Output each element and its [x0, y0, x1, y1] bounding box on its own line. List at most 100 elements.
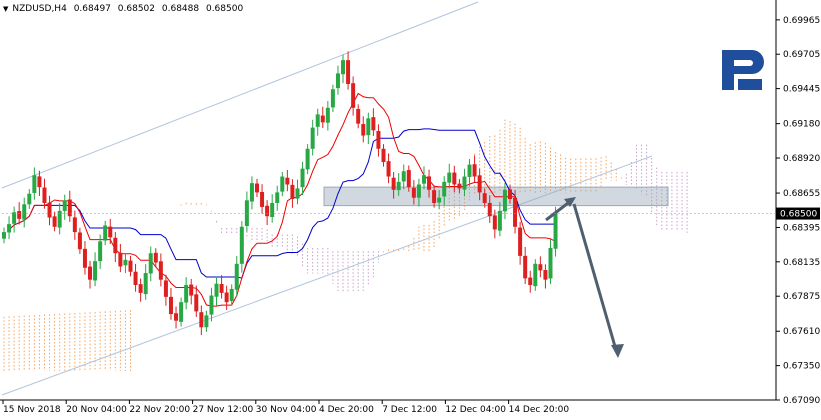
time-tick-label: 22 Nov 20:00	[129, 405, 190, 415]
candle-body	[234, 263, 239, 290]
candle-body	[396, 181, 401, 191]
price-tick-label: 0.69180	[783, 120, 820, 130]
price-tick-label: 0.69445	[783, 85, 820, 95]
candle-body	[482, 193, 487, 203]
candle-body	[37, 176, 42, 188]
time-tick-label: 15 Nov 2018	[3, 405, 61, 415]
price-axis-labels: 0.69965 0.69705 0.69445 0.69180 0.68920 0.686…	[783, 16, 820, 406]
candle-body	[528, 277, 533, 285]
candle-body	[98, 241, 103, 262]
candle-body	[411, 187, 416, 198]
candle-body	[366, 118, 371, 136]
candle-body	[163, 280, 168, 297]
candle-body	[47, 202, 52, 218]
candle-body	[300, 168, 305, 188]
candle-body	[290, 184, 295, 200]
candle-body	[265, 205, 270, 217]
candle-body	[12, 212, 17, 224]
candle-body	[543, 270, 548, 280]
time-axis-labels: 15 Nov 2018 20 Nov 04:00 22 Nov 20:00 27 No…	[3, 405, 569, 415]
candle-body	[244, 200, 249, 226]
candle-body	[341, 60, 346, 75]
candle-body	[437, 197, 442, 203]
candle-body	[108, 226, 113, 238]
candle-body	[401, 171, 406, 182]
arrow-head-up	[564, 197, 576, 207]
forecast-arrows	[545, 197, 624, 358]
candle-body	[315, 114, 320, 127]
candle-body	[2, 232, 6, 239]
candle-body	[148, 253, 153, 274]
candle-body	[330, 89, 335, 108]
candle-body	[209, 295, 214, 315]
candle-body	[113, 237, 118, 254]
candle-body	[467, 164, 472, 177]
candle-body	[462, 176, 467, 190]
candle-body	[214, 283, 219, 297]
candle-body	[168, 296, 173, 315]
candle-body	[447, 172, 452, 183]
candle-body	[310, 127, 315, 149]
close-value: 0.68500	[205, 4, 244, 14]
candle-body	[487, 202, 492, 217]
price-tick-label: 0.68135	[783, 258, 820, 268]
candle-body	[305, 148, 310, 170]
candle-body	[260, 192, 265, 207]
candle-body	[472, 164, 477, 177]
price-tick-label: 0.67350	[783, 362, 820, 372]
candle-body	[502, 189, 507, 212]
triangle-down-icon[interactable]: ▼	[3, 5, 9, 13]
candle-body	[406, 170, 411, 188]
candle-body	[386, 161, 391, 177]
candle-body	[179, 302, 184, 322]
channel-lower-line	[1, 155, 653, 396]
candle-body	[351, 83, 356, 108]
candle-body	[67, 199, 72, 217]
candle-body	[381, 148, 386, 162]
candle-body	[335, 73, 340, 89]
time-tick-label: 4 Dec 20:00	[319, 405, 374, 415]
candle-body	[189, 284, 194, 296]
candle-body	[57, 210, 62, 228]
candle-body	[158, 261, 163, 280]
price-channel	[1, 1, 653, 396]
candle-body	[184, 284, 189, 303]
candle-body	[356, 108, 361, 124]
channel-upper-line	[1, 1, 479, 189]
price-tick-label: 0.69965	[783, 16, 820, 26]
candle-body	[442, 181, 447, 197]
brand-logo	[722, 50, 764, 90]
candle-body	[492, 215, 497, 230]
candle-body	[52, 216, 57, 227]
candle-body	[27, 193, 32, 205]
candle-body	[123, 259, 128, 266]
candle-body	[548, 247, 553, 279]
candles	[2, 51, 558, 336]
candle-body	[421, 175, 426, 184]
candle-body	[153, 252, 158, 263]
candle-body	[118, 252, 123, 267]
candle-body	[77, 232, 82, 250]
candle-body	[391, 177, 396, 190]
candle-body	[320, 115, 325, 123]
axes: 0.68500	[0, 0, 820, 404]
time-tick-label: 14 Dec 20:00	[509, 405, 570, 415]
price-tick-label: 0.68920	[783, 154, 820, 164]
candle-body	[513, 197, 518, 227]
kijun-sen-line	[8, 128, 556, 279]
candle-body	[270, 202, 275, 217]
time-tick-label: 12 Dec 04:00	[445, 405, 506, 415]
open-value: 0.68497	[73, 4, 111, 14]
candle-body	[133, 271, 138, 285]
candle-body	[72, 217, 77, 233]
candle-body	[452, 172, 457, 185]
price-tick-label: 0.67090	[783, 396, 820, 406]
candle-body	[249, 183, 254, 202]
candle-body	[42, 187, 47, 203]
candle-body	[538, 264, 543, 271]
candle-body	[7, 224, 12, 233]
candle-body	[138, 284, 143, 293]
current-price-label: 0.68500	[780, 210, 817, 220]
